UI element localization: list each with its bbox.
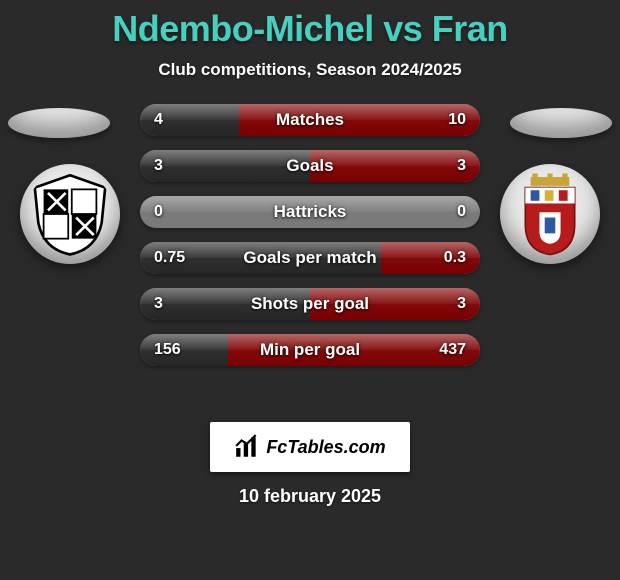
stat-bars: 4 Matches 10 3 Goals 3 0 Hattricks 0 bbox=[140, 104, 480, 366]
stat-row-hattricks: 0 Hattricks 0 bbox=[140, 196, 480, 228]
stat-label: Matches bbox=[140, 104, 480, 136]
stat-value-right: 10 bbox=[448, 104, 466, 136]
stat-row-shots-per-goal: 3 Shots per goal 3 bbox=[140, 288, 480, 320]
stat-row-goals: 3 Goals 3 bbox=[140, 150, 480, 182]
stat-row-min-per-goal: 156 Min per goal 437 bbox=[140, 334, 480, 366]
team-badge-right bbox=[500, 164, 600, 264]
vitoria-guimaraes-crest bbox=[26, 170, 114, 258]
stat-row-matches: 4 Matches 10 bbox=[140, 104, 480, 136]
braga-crest bbox=[506, 170, 594, 258]
stat-row-goals-per-match: 0.75 Goals per match 0.3 bbox=[140, 242, 480, 274]
page-title: Ndembo-Michel vs Fran bbox=[0, 8, 620, 50]
stats-stage: 4 Matches 10 3 Goals 3 0 Hattricks 0 bbox=[0, 104, 620, 404]
subtitle: Club competitions, Season 2024/2025 bbox=[0, 60, 620, 80]
stat-label: Goals per match bbox=[140, 242, 480, 274]
brand-text: FcTables.com bbox=[266, 437, 385, 458]
stat-label: Goals bbox=[140, 150, 480, 182]
stat-value-right: 0.3 bbox=[444, 242, 466, 274]
comparison-card: Ndembo-Michel vs Fran Club competitions,… bbox=[0, 8, 620, 580]
platform-left bbox=[8, 108, 110, 138]
stat-value-right: 3 bbox=[457, 288, 466, 320]
stat-value-right: 437 bbox=[439, 334, 466, 366]
stat-label: Hattricks bbox=[140, 196, 480, 228]
brand-logo-icon bbox=[234, 434, 260, 460]
date-label: 10 february 2025 bbox=[0, 486, 620, 507]
platform-right bbox=[510, 108, 612, 138]
stat-value-right: 0 bbox=[457, 196, 466, 228]
team-badge-left bbox=[20, 164, 120, 264]
stat-label: Shots per goal bbox=[140, 288, 480, 320]
stat-value-right: 3 bbox=[457, 150, 466, 182]
stat-label: Min per goal bbox=[140, 334, 480, 366]
brand-badge: FcTables.com bbox=[210, 422, 410, 472]
